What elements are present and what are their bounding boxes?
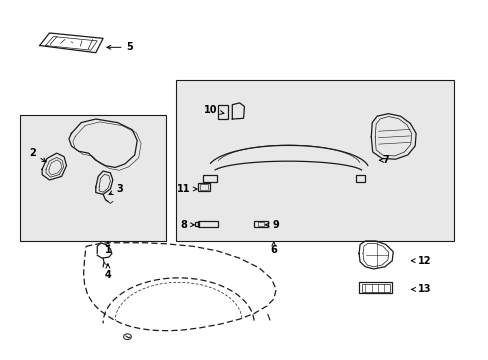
Text: 12: 12 <box>410 256 431 266</box>
Text: 13: 13 <box>411 284 431 294</box>
Bar <box>358 282 391 293</box>
Bar <box>200 184 207 190</box>
Text: 2: 2 <box>29 148 46 162</box>
Bar <box>198 183 209 192</box>
Text: 10: 10 <box>203 105 224 115</box>
Bar <box>176 80 453 241</box>
Text: 5: 5 <box>107 42 133 52</box>
Bar <box>217 105 228 119</box>
Bar <box>355 175 365 182</box>
Text: 11: 11 <box>177 184 197 194</box>
Text: 3: 3 <box>109 184 123 194</box>
Text: 4: 4 <box>104 264 111 280</box>
Text: 1: 1 <box>104 242 111 255</box>
Text: 7: 7 <box>379 155 388 165</box>
Bar <box>203 175 216 182</box>
Bar <box>194 222 198 226</box>
Bar <box>20 116 166 241</box>
Text: 9: 9 <box>265 220 279 230</box>
Text: 6: 6 <box>270 242 277 255</box>
Bar <box>361 284 389 292</box>
Bar <box>254 221 267 227</box>
Bar <box>198 221 217 227</box>
Bar <box>258 222 264 226</box>
Text: 8: 8 <box>180 220 194 230</box>
